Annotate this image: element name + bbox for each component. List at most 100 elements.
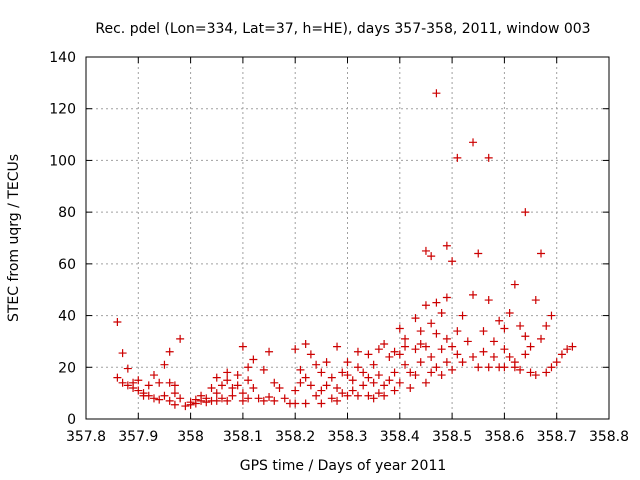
- data-point: [181, 402, 190, 411]
- data-point: [448, 342, 457, 351]
- data-point: [322, 358, 331, 367]
- data-point: [448, 257, 457, 266]
- data-point: [484, 363, 493, 372]
- data-point: [270, 396, 279, 405]
- data-point: [516, 365, 525, 374]
- data-point: [265, 347, 274, 356]
- data-point: [474, 249, 483, 258]
- data-point: [144, 391, 153, 400]
- data-point: [557, 350, 566, 359]
- data-point: [547, 311, 556, 320]
- data-point: [521, 332, 530, 341]
- data-point: [212, 373, 221, 382]
- data-point: [369, 378, 378, 387]
- data-point: [453, 153, 462, 162]
- data-point: [338, 368, 347, 377]
- data-point: [374, 345, 383, 354]
- data-point: [442, 358, 451, 367]
- data-point: [155, 395, 164, 404]
- data-point: [238, 342, 247, 351]
- data-point: [432, 89, 441, 98]
- data-point: [432, 298, 441, 307]
- data-point: [176, 394, 185, 403]
- data-point: [469, 352, 478, 361]
- data-point: [380, 381, 389, 390]
- data-point: [510, 280, 519, 289]
- data-point: [113, 318, 122, 327]
- data-point: [123, 381, 132, 390]
- data-point: [432, 329, 441, 338]
- data-point: [489, 337, 498, 346]
- data-point: [259, 365, 268, 374]
- data-point: [510, 363, 519, 372]
- data-point: [291, 386, 300, 395]
- data-point: [427, 319, 436, 328]
- data-point: [333, 383, 342, 392]
- data-point: [442, 293, 451, 302]
- data-point: [500, 345, 509, 354]
- data-point: [437, 345, 446, 354]
- data-point: [411, 345, 420, 354]
- data-point: [113, 373, 122, 382]
- data-point: [343, 391, 352, 400]
- data-point: [259, 396, 268, 405]
- data-point: [374, 371, 383, 380]
- y-tick-label: 40: [58, 309, 76, 325]
- data-point: [244, 363, 253, 372]
- data-point: [568, 342, 577, 351]
- data-point: [416, 358, 425, 367]
- data-point: [401, 334, 410, 343]
- data-point: [437, 371, 446, 380]
- data-point: [129, 383, 138, 392]
- data-point: [317, 368, 326, 377]
- data-point: [186, 400, 195, 409]
- y-tick-label: 120: [49, 102, 76, 118]
- data-point: [170, 381, 179, 390]
- data-point: [374, 389, 383, 398]
- data-point: [390, 368, 399, 377]
- data-point: [469, 138, 478, 147]
- data-point: [427, 252, 436, 261]
- data-point: [411, 371, 420, 380]
- data-point: [212, 389, 221, 398]
- data-point: [228, 391, 237, 400]
- data-point: [233, 381, 242, 390]
- data-point: [301, 340, 310, 349]
- x-tick-label: 358: [177, 429, 204, 445]
- data-point: [296, 378, 305, 387]
- data-point: [537, 334, 546, 343]
- data-point: [228, 383, 237, 392]
- data-point: [489, 352, 498, 361]
- data-point: [333, 342, 342, 351]
- data-point: [395, 350, 404, 359]
- data-point: [353, 347, 362, 356]
- data-point: [411, 314, 420, 323]
- data-point: [542, 321, 551, 330]
- data-point: [306, 381, 315, 390]
- data-point: [275, 383, 284, 392]
- data-point: [254, 394, 263, 403]
- data-point: [500, 363, 509, 372]
- y-tick-label: 80: [58, 205, 76, 221]
- data-point: [463, 337, 472, 346]
- data-point: [353, 391, 362, 400]
- data-point: [160, 391, 169, 400]
- grid: [86, 57, 609, 419]
- data-point: [437, 308, 446, 317]
- data-point: [265, 393, 274, 402]
- data-point: [317, 386, 326, 395]
- data-point: [322, 381, 331, 390]
- data-point: [197, 391, 206, 400]
- data-point: [144, 381, 153, 390]
- data-point: [348, 376, 357, 385]
- x-tick-label: 358.7: [537, 429, 577, 445]
- data-point: [160, 360, 169, 369]
- data-point: [421, 301, 430, 310]
- data-point: [401, 360, 410, 369]
- data-point: [474, 363, 483, 372]
- data-point: [223, 376, 232, 385]
- data-point: [406, 383, 415, 392]
- data-point: [291, 345, 300, 354]
- data-point: [327, 394, 336, 403]
